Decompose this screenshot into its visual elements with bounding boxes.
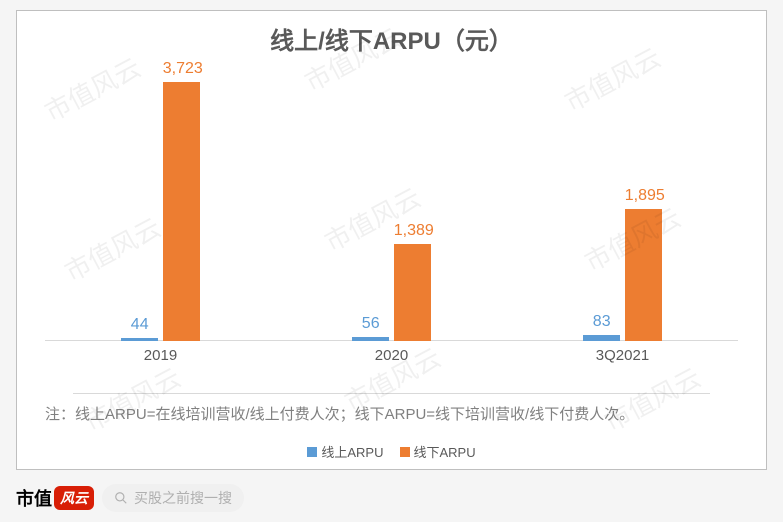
bar-group: 3Q2021831,895 (507, 63, 738, 341)
chart-card: 线上/线下ARPU（元） 2019443,7232020561,3893Q202… (16, 10, 767, 470)
footer-bar: 市值 风云 买股之前搜一搜 (16, 484, 244, 512)
legend-swatch (400, 447, 410, 457)
bar-group: 2020561,389 (276, 63, 507, 341)
note-wrap: 注： 线上ARPU=在线培训营收/线上付费人次；线下ARPU=线下培训营收/线下… (45, 393, 738, 427)
bar: 83 (583, 335, 620, 341)
x-axis-label: 3Q2021 (507, 341, 738, 364)
bar-value-label: 1,895 (625, 187, 662, 209)
bar-group: 2019443,723 (45, 63, 276, 341)
legend-swatch (307, 447, 317, 457)
bar: 1,895 (625, 209, 662, 341)
bar-value-label: 3,723 (163, 60, 200, 82)
note-divider (73, 393, 710, 394)
bar-value-label: 83 (583, 313, 620, 335)
bar: 3,723 (163, 82, 200, 341)
search-box[interactable]: 买股之前搜一搜 (102, 484, 244, 512)
x-axis-label: 2020 (276, 341, 507, 364)
legend-item: 线下ARPU (400, 442, 476, 461)
legend-label: 线下ARPU (414, 442, 476, 461)
bar-value-label: 56 (352, 315, 389, 337)
x-axis-label: 2019 (45, 341, 276, 364)
brand-badge: 风云 (54, 486, 94, 510)
plot-area: 2019443,7232020561,3893Q2021831,895 (45, 63, 738, 341)
bar-value-label: 44 (121, 316, 158, 338)
bar: 44 (121, 338, 158, 341)
footnote-prefix: 注： (45, 403, 75, 427)
search-placeholder: 买股之前搜一搜 (134, 488, 232, 508)
chart-title: 线上/线下ARPU（元） (17, 11, 766, 56)
bar: 1,389 (394, 244, 431, 341)
legend: 线上ARPU 线下ARPU (17, 442, 766, 461)
legend-label: 线上ARPU (321, 442, 383, 461)
brand-text: 市值 (16, 485, 52, 511)
bar-value-label: 1,389 (394, 222, 431, 244)
footnote-text: 线上ARPU=在线培训营收/线上付费人次；线下ARPU=线下培训营收/线下付费人… (75, 403, 738, 427)
footnote: 注： 线上ARPU=在线培训营收/线上付费人次；线下ARPU=线下培训营收/线下… (45, 393, 738, 427)
brand-logo: 市值 风云 (16, 485, 94, 511)
search-icon (114, 491, 128, 505)
bar: 56 (352, 337, 389, 341)
legend-item: 线上ARPU (307, 442, 383, 461)
